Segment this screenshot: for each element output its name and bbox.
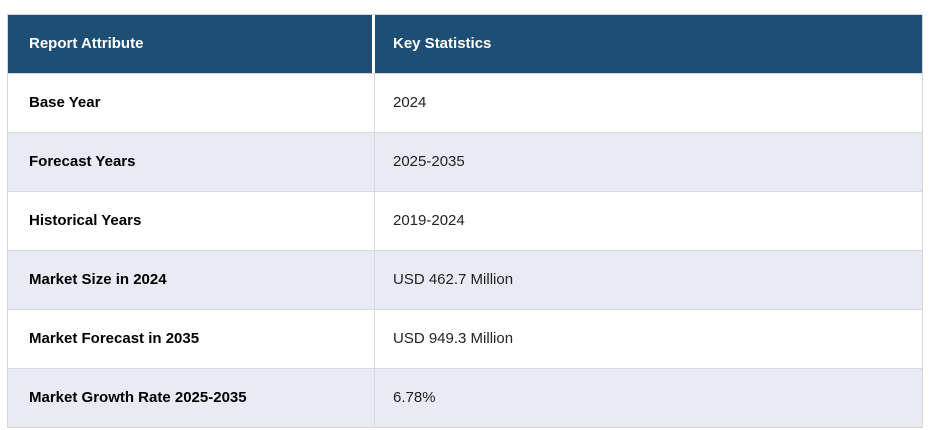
value-cell: USD 949.3 Million — [393, 330, 514, 347]
attribute-cell: Historical Years — [8, 192, 375, 250]
value-cell: 2024 — [393, 94, 427, 111]
table-row: Market Forecast in 2035 USD 949.3 Millio… — [8, 309, 922, 368]
report-attributes-table: Report Attribute Key Statistics Base Yea… — [7, 14, 923, 428]
attribute-cell: Base Year — [8, 74, 375, 132]
value-cell: 6.78% — [393, 389, 436, 406]
table-row: Forecast Years 2025-2035 — [8, 132, 922, 191]
table-row: Historical Years 2019-2024 — [8, 191, 922, 250]
column-header-report-attribute: Report Attribute — [8, 15, 375, 73]
attribute-cell: Market Growth Rate 2025-2035 — [8, 369, 375, 427]
value-cell: 2019-2024 — [393, 212, 465, 229]
table-header-row: Report Attribute Key Statistics — [8, 15, 922, 73]
column-header-key-statistics: Key Statistics — [393, 35, 492, 52]
attribute-cell: Market Forecast in 2035 — [8, 310, 375, 368]
attribute-cell: Forecast Years — [8, 133, 375, 191]
table-row: Base Year 2024 — [8, 73, 922, 132]
table-row: Market Growth Rate 2025-2035 6.78% — [8, 368, 922, 427]
value-cell: 2025-2035 — [393, 153, 465, 170]
value-cell: USD 462.7 Million — [393, 271, 514, 288]
table-row: Market Size in 2024 USD 462.7 Million — [8, 250, 922, 309]
attribute-cell: Market Size in 2024 — [8, 251, 375, 309]
